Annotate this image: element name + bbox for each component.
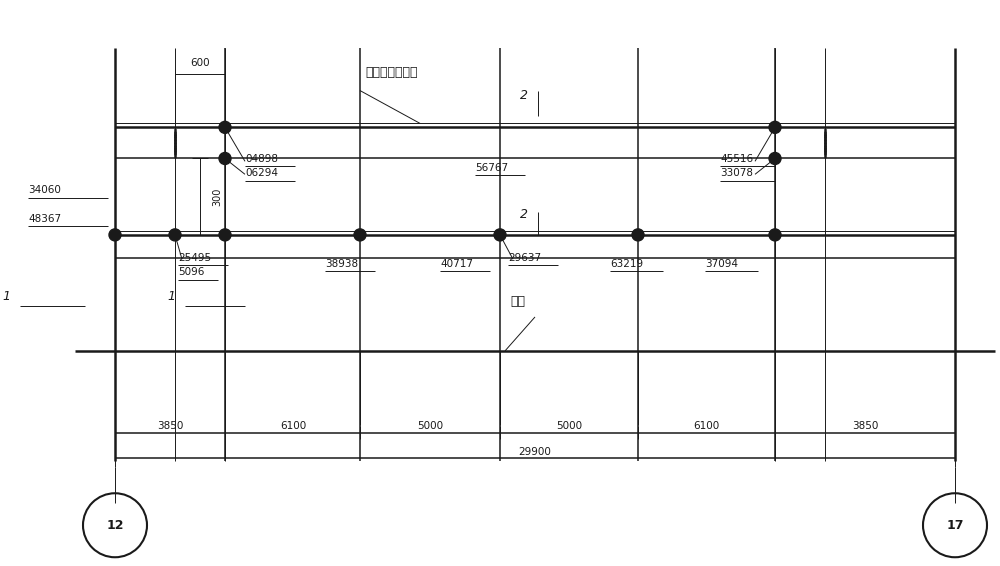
Text: 06294: 06294 [245,168,278,178]
Text: 6100: 6100 [280,421,306,431]
Text: 37094: 37094 [705,259,738,269]
Text: 1: 1 [167,290,175,303]
Text: 29637: 29637 [508,253,541,263]
Text: 56767: 56767 [475,162,508,173]
Text: 17: 17 [946,519,964,531]
Ellipse shape [769,229,781,241]
Text: 04898: 04898 [245,154,278,164]
Ellipse shape [632,229,644,241]
Ellipse shape [219,121,231,134]
Text: 600: 600 [190,58,210,68]
Text: 63219: 63219 [610,259,643,269]
Ellipse shape [169,229,181,241]
Text: 5000: 5000 [417,421,443,431]
Ellipse shape [494,229,506,241]
Text: 34060: 34060 [28,185,61,195]
Text: 12: 12 [106,519,124,531]
Text: 2: 2 [520,89,528,102]
Ellipse shape [769,152,781,165]
Ellipse shape [219,152,231,165]
Text: 5000: 5000 [556,421,582,431]
Text: 2: 2 [520,208,528,221]
Text: 38938: 38938 [325,259,358,269]
Text: 48367: 48367 [28,213,61,224]
Ellipse shape [354,229,366,241]
Ellipse shape [769,121,781,134]
Text: 33078: 33078 [720,168,753,178]
Text: 29900: 29900 [519,447,551,457]
Text: 型钉骨混凝土梁: 型钉骨混凝土梁 [365,66,418,79]
Text: 3850: 3850 [157,421,183,431]
Text: 3850: 3850 [852,421,878,431]
Ellipse shape [219,229,231,241]
Text: 45516: 45516 [720,154,753,164]
Text: 300: 300 [212,187,222,206]
Text: 6100: 6100 [693,421,719,431]
Ellipse shape [109,229,121,241]
Text: 5096: 5096 [178,267,204,277]
Text: 40717: 40717 [440,259,473,269]
Text: 立桦: 立桦 [510,295,525,308]
Text: 1: 1 [2,290,10,303]
Text: 25495: 25495 [178,253,211,263]
